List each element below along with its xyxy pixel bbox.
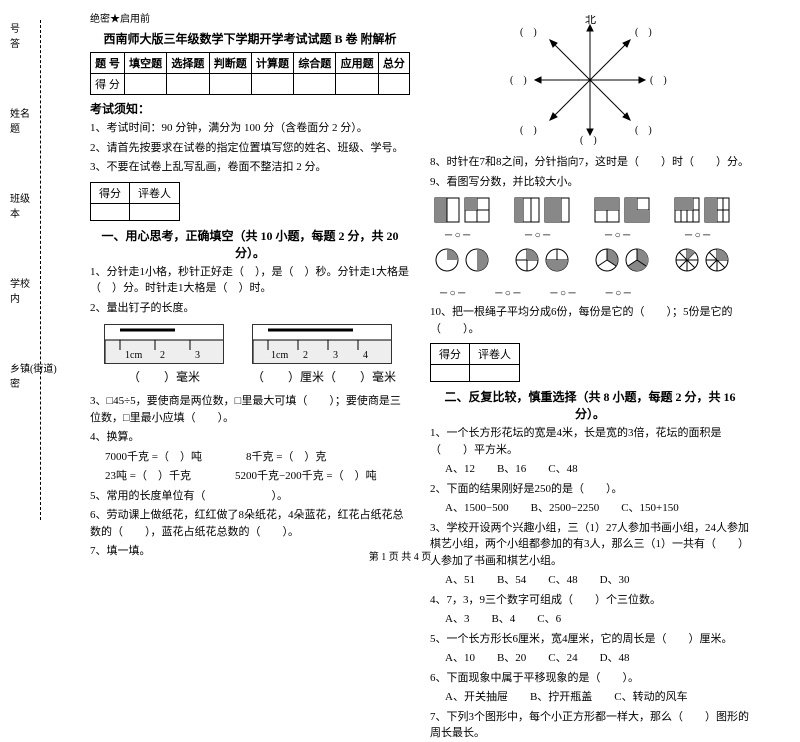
th-judge: 判断题 bbox=[209, 53, 251, 74]
exam-title: 西南师大版三年级数学下学期开学考试试题 B 卷 附解析 bbox=[90, 30, 410, 47]
q2-5: 5、一个长方形长6厘米，宽4厘米，它的周长是（ ）厘米。 bbox=[430, 631, 750, 648]
left-column: 绝密★启用前 西南师大版三年级数学下学期开学考试试题 B 卷 附解析 题 号 填… bbox=[80, 10, 420, 550]
seal-line bbox=[40, 20, 41, 520]
svg-text:( ): ( ) bbox=[520, 125, 537, 136]
sb-score: 得分 bbox=[91, 182, 130, 203]
td-blank[interactable] bbox=[124, 74, 166, 95]
svg-text:2: 2 bbox=[160, 350, 165, 361]
page-footer: 第 1 页 共 4 页 bbox=[0, 548, 800, 563]
q1-9: 9、看图写分数，并比较大小。 bbox=[430, 174, 750, 191]
q2-3-opts: A、51 B、54 C、48 D、30 bbox=[430, 572, 750, 589]
td-blank[interactable] bbox=[209, 74, 251, 95]
section2-title: 二、反复比较，慎重选择（共 8 小题，每题 2 分，共 16 分）。 bbox=[430, 388, 750, 422]
svg-text:( ): ( ) bbox=[635, 125, 652, 136]
notice-title: 考试须知： bbox=[90, 100, 410, 117]
svg-text:─ ○ ─: ─ ○ ─ bbox=[684, 230, 711, 241]
notice-2: 2、请首先按要求在试卷的指定位置填写您的姓名、班级、学号。 bbox=[90, 140, 410, 157]
q2-5-opts: A、10 B、20 C、24 D、48 bbox=[430, 650, 750, 667]
fraction-diagrams: ─ ○ ─ ─ ○ ─ ─ ○ ─ ─ ○ ─ bbox=[430, 193, 750, 283]
q2-6: 6、下面现象中属于平移现象的是（ ）。 bbox=[430, 670, 750, 687]
notice-1: 1、考试时间：90 分钟，满分为 100 分（含卷面分 2 分）。 bbox=[90, 120, 410, 137]
sb2-marker: 评卷人 bbox=[470, 344, 520, 365]
ruler-1: 1cm 2 3 （ ）毫米 bbox=[104, 324, 224, 385]
svg-text:─ ○ ─: ─ ○ ─ bbox=[524, 230, 551, 241]
svg-text:1cm: 1cm bbox=[271, 350, 288, 361]
score-table: 题 号 填空题 选择题 判断题 计算题 综合题 应用题 总分 得 分 bbox=[90, 52, 410, 95]
section1-title: 一、用心思考，正确填空（共 10 小题，每题 2 分，共 20 分）。 bbox=[90, 227, 410, 261]
sb-blank[interactable] bbox=[91, 203, 130, 220]
fraction-grids: ─ ○ ─ ─ ○ ─ ─ ○ ─ ─ ○ ─ bbox=[430, 193, 730, 283]
exam-page: 绝密★启用前 西南师大版三年级数学下学期开学考试试题 B 卷 附解析 题 号 填… bbox=[80, 10, 780, 550]
q2-6-opts: A、开关抽屉 B、拧开瓶盖 C、转动的风车 bbox=[430, 689, 750, 706]
td-blank[interactable] bbox=[294, 74, 336, 95]
q2-2-opts: A、1500−500 B、2500−2250 C、150+150 bbox=[430, 500, 750, 517]
notice-3: 3、不要在试卷上乱写乱画，卷面不整洁扣 2 分。 bbox=[90, 159, 410, 176]
svg-text:2: 2 bbox=[303, 350, 308, 361]
td-label: 得 分 bbox=[91, 74, 125, 95]
sb2-blank[interactable] bbox=[431, 365, 470, 382]
side-label-school: 学校内 bbox=[10, 275, 57, 305]
th-app: 应用题 bbox=[336, 53, 378, 74]
side-label-town: 乡镇(街道)密 bbox=[10, 360, 57, 390]
q1-4b: 23吨 =（ ）千克 5200千克−200千克 =（ ）吨 bbox=[90, 468, 410, 485]
q2-1-opts: A、12 B、16 C、48 bbox=[430, 461, 750, 478]
right-column: 北 ( ) ( ) ( ) ( ) ( ) ( ) ( ) 8、时针在7和8之间，分针… bbox=[420, 10, 760, 550]
q1-4a: 7000千克 =（ ）吨 8千克 =（ ）克 bbox=[90, 449, 410, 466]
svg-text:1cm: 1cm bbox=[125, 350, 142, 361]
scorebox-1: 得分评卷人 bbox=[90, 182, 180, 221]
th-comp: 综合题 bbox=[294, 53, 336, 74]
ruler1-label: （ ）毫米 bbox=[104, 368, 224, 385]
svg-text:( ): ( ) bbox=[650, 75, 667, 86]
sb2-score: 得分 bbox=[431, 344, 470, 365]
svg-text:4: 4 bbox=[363, 350, 368, 361]
svg-text:3: 3 bbox=[333, 350, 338, 361]
rulers: 1cm 2 3 （ ）毫米 1cm 2 3 4 （ ）厘米（ ）毫米 bbox=[90, 319, 410, 390]
q2-2: 2、下面的结果刚好是250的是（ ）。 bbox=[430, 481, 750, 498]
q1-4: 4、换算。 bbox=[90, 429, 410, 446]
sb-marker: 评卷人 bbox=[130, 182, 180, 203]
q1-10: 10、把一根绳子平均分成6份，每份是它的（ ）；5份是它的（ ）。 bbox=[430, 304, 750, 337]
svg-text:( ): ( ) bbox=[580, 135, 597, 145]
th-choice: 选择题 bbox=[167, 53, 209, 74]
svg-text:( ): ( ) bbox=[510, 75, 527, 86]
secret-label: 绝密★启用前 bbox=[90, 10, 410, 25]
th-fill: 填空题 bbox=[124, 53, 166, 74]
sb2-blank[interactable] bbox=[470, 365, 520, 382]
q2-1: 1、一个长方形花坛的宽是4米，长是宽的3倍，花坛的面积是（ ）平方米。 bbox=[430, 425, 750, 458]
td-blank[interactable] bbox=[336, 74, 378, 95]
ruler-2: 1cm 2 3 4 （ ）厘米（ ）毫米 bbox=[252, 324, 396, 385]
side-label-hao: 号答 bbox=[10, 20, 57, 50]
q1-8: 8、时针在7和8之间，分针指向7，这时是（ ）时（ ）分。 bbox=[430, 154, 750, 171]
th-no: 题 号 bbox=[91, 53, 125, 74]
q1-2: 2、量出钉子的长度。 bbox=[90, 300, 410, 317]
td-blank[interactable] bbox=[167, 74, 209, 95]
th-total: 总分 bbox=[378, 53, 409, 74]
td-blank[interactable] bbox=[251, 74, 293, 95]
th-calc: 计算题 bbox=[251, 53, 293, 74]
svg-text:( ): ( ) bbox=[520, 27, 537, 38]
side-label-class: 班级本 bbox=[10, 190, 57, 220]
svg-text:3: 3 bbox=[195, 350, 200, 361]
compass-diagram: 北 ( ) ( ) ( ) ( ) ( ) ( ) ( ) bbox=[430, 15, 750, 149]
svg-text:─ ○ ─: ─ ○ ─ bbox=[444, 230, 471, 241]
side-label-name: 姓名题 bbox=[10, 105, 57, 135]
scorebox-2: 得分评卷人 bbox=[430, 343, 520, 382]
q1-1: 1、分针走1小格，秒针正好走（ ），是（ ）秒。分针走1大格是（ ）分。时针走1… bbox=[90, 264, 410, 297]
compass-north: 北 bbox=[585, 15, 596, 26]
q2-4-opts: A、3 B、4 C、6 bbox=[430, 611, 750, 628]
q2-4: 4、7，3，9三个数字可组成（ ）个三位数。 bbox=[430, 592, 750, 609]
q1-6: 6、劳动课上做纸花，红红做了8朵纸花，4朵蓝花，红花占纸花总数的（ ），蓝花占纸… bbox=[90, 507, 410, 540]
svg-text:─ ○ ─: ─ ○ ─ bbox=[604, 230, 631, 241]
q1-3: 3、□45÷5，要使商是两位数，□里最大可填（ ）；要使商是三位数，□里最小应填… bbox=[90, 393, 410, 426]
q1-5: 5、常用的长度单位有（ ）。 bbox=[90, 488, 410, 505]
svg-text:( ): ( ) bbox=[635, 27, 652, 38]
ruler2-label: （ ）厘米（ ）毫米 bbox=[252, 368, 396, 385]
frac-compare-row2: ─ ○ ─ ─ ○ ─ ─ ○ ─ ─ ○ ─ bbox=[430, 286, 750, 301]
td-blank[interactable] bbox=[378, 74, 409, 95]
q2-7: 7、下列3个图形中，每个小正方形都一样大，那么（ ）图形的周长最长。 bbox=[430, 709, 750, 742]
sb-blank[interactable] bbox=[130, 203, 180, 220]
